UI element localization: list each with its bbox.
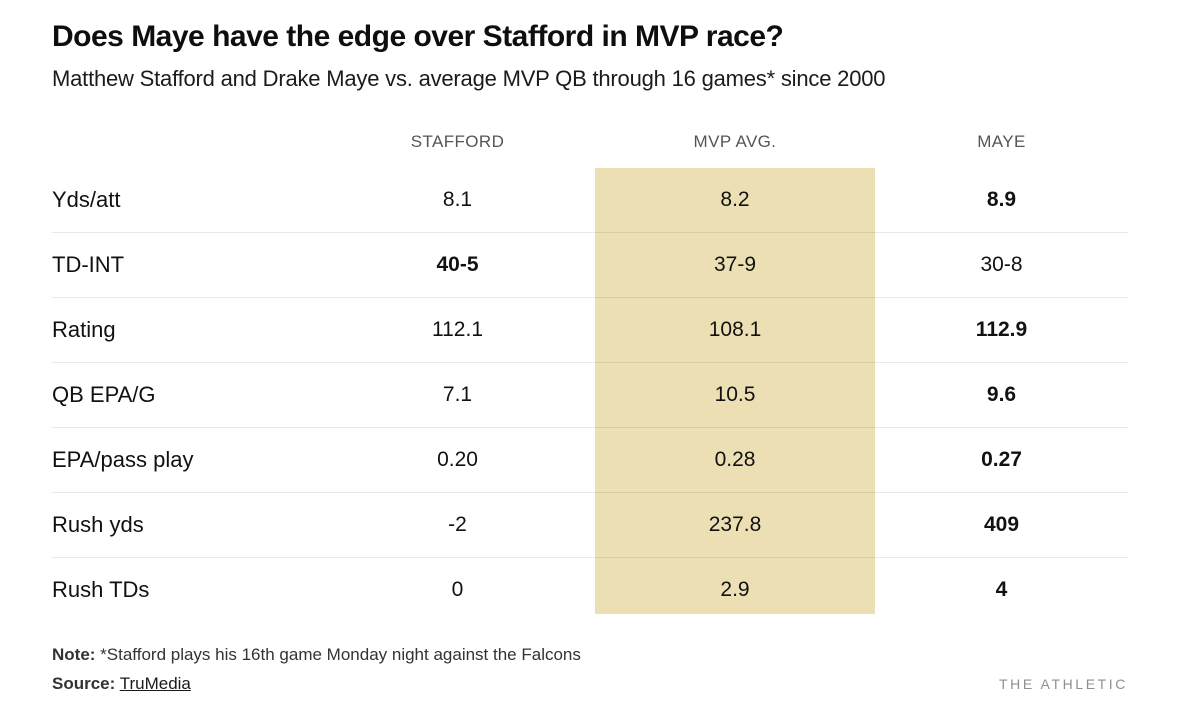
mvp-avg-value: 108.1 [708, 317, 762, 341]
the-athletic-logo: THE ATHLETIC [999, 675, 1128, 692]
table-row: Rush yds -2 237.8 409 [52, 493, 1128, 558]
note-label: Note: [52, 644, 96, 664]
stat-label: QB EPA/G [52, 381, 156, 407]
mvp-avg-value: 0.28 [714, 447, 756, 471]
table-row: QB EPA/G 7.1 10.5 9.6 [52, 363, 1128, 428]
page-title: Does Maye have the edge over Stafford in… [52, 20, 784, 53]
table-header-row: STAFFORD MVP AVG. MAYE [52, 116, 1128, 168]
stafford-value: 8.1 [442, 187, 473, 211]
mvp-avg-value: 37-9 [713, 252, 757, 276]
footer-row: Source: TruMedia THE ATHLETIC [52, 674, 1128, 694]
stat-label: Rush yds [52, 511, 144, 537]
table-row: Rating 112.1 108.1 112.9 [52, 298, 1128, 363]
stafford-value: 7.1 [442, 382, 473, 406]
stats-table: STAFFORD MVP AVG. MAYE Yds/att 8.1 8.2 8.9 T… [52, 116, 1128, 622]
table-row: Yds/att 8.1 8.2 8.9 [52, 168, 1128, 233]
table-row: TD-INT 40-5 37-9 30-8 [52, 233, 1128, 298]
footnote: Note: *Stafford plays his 16th game Mond… [52, 645, 1128, 665]
source-link[interactable]: TruMedia [119, 673, 191, 693]
stafford-value: 0 [451, 577, 464, 601]
stats-card: Does Maye have the edge over Stafford in… [52, 0, 1128, 694]
maye-value: 112.9 [975, 317, 1028, 341]
maye-value: 409 [983, 512, 1020, 536]
maye-value: 4 [995, 577, 1008, 601]
stafford-value: 0.20 [437, 447, 478, 471]
stat-label: Rating [52, 316, 116, 342]
stafford-value: 112.1 [432, 317, 483, 341]
mvp-avg-highlight [595, 167, 875, 614]
maye-value: 8.9 [986, 187, 1017, 211]
note-text: *Stafford plays his 16th game Monday nig… [95, 644, 581, 664]
mvp-avg-value: 10.5 [714, 382, 756, 406]
stat-label: Yds/att [52, 186, 121, 212]
header-maye: MAYE [977, 131, 1026, 151]
maye-value: 30-8 [980, 252, 1023, 276]
mvp-avg-value: 8.2 [720, 187, 750, 211]
header-stafford: STAFFORD [410, 131, 505, 151]
table-row: EPA/pass play 0.20 0.28 0.27 [52, 428, 1128, 493]
stat-label: EPA/pass play [52, 446, 194, 472]
stafford-value: 40-5 [436, 252, 479, 276]
maye-value: 9.6 [986, 382, 1017, 406]
header-mvp-avg: MVP AVG. [693, 131, 777, 151]
stat-label: TD-INT [52, 251, 125, 277]
table-body: Yds/att 8.1 8.2 8.9 TD-INT 40-5 37-9 30-8 Rating… [52, 168, 1128, 622]
mvp-avg-value: 2.9 [720, 577, 750, 601]
source-line: Source: TruMedia [52, 674, 191, 694]
maye-value: 0.27 [981, 447, 1022, 471]
source-label: Source: [52, 673, 116, 693]
stafford-value: -2 [448, 512, 467, 536]
mvp-avg-value: 237.8 [708, 512, 762, 536]
table-row: Rush TDs 0 2.9 4 [52, 558, 1128, 622]
page-subtitle: Matthew Stafford and Drake Maye vs. aver… [52, 65, 886, 91]
stat-label: Rush TDs [52, 576, 150, 602]
